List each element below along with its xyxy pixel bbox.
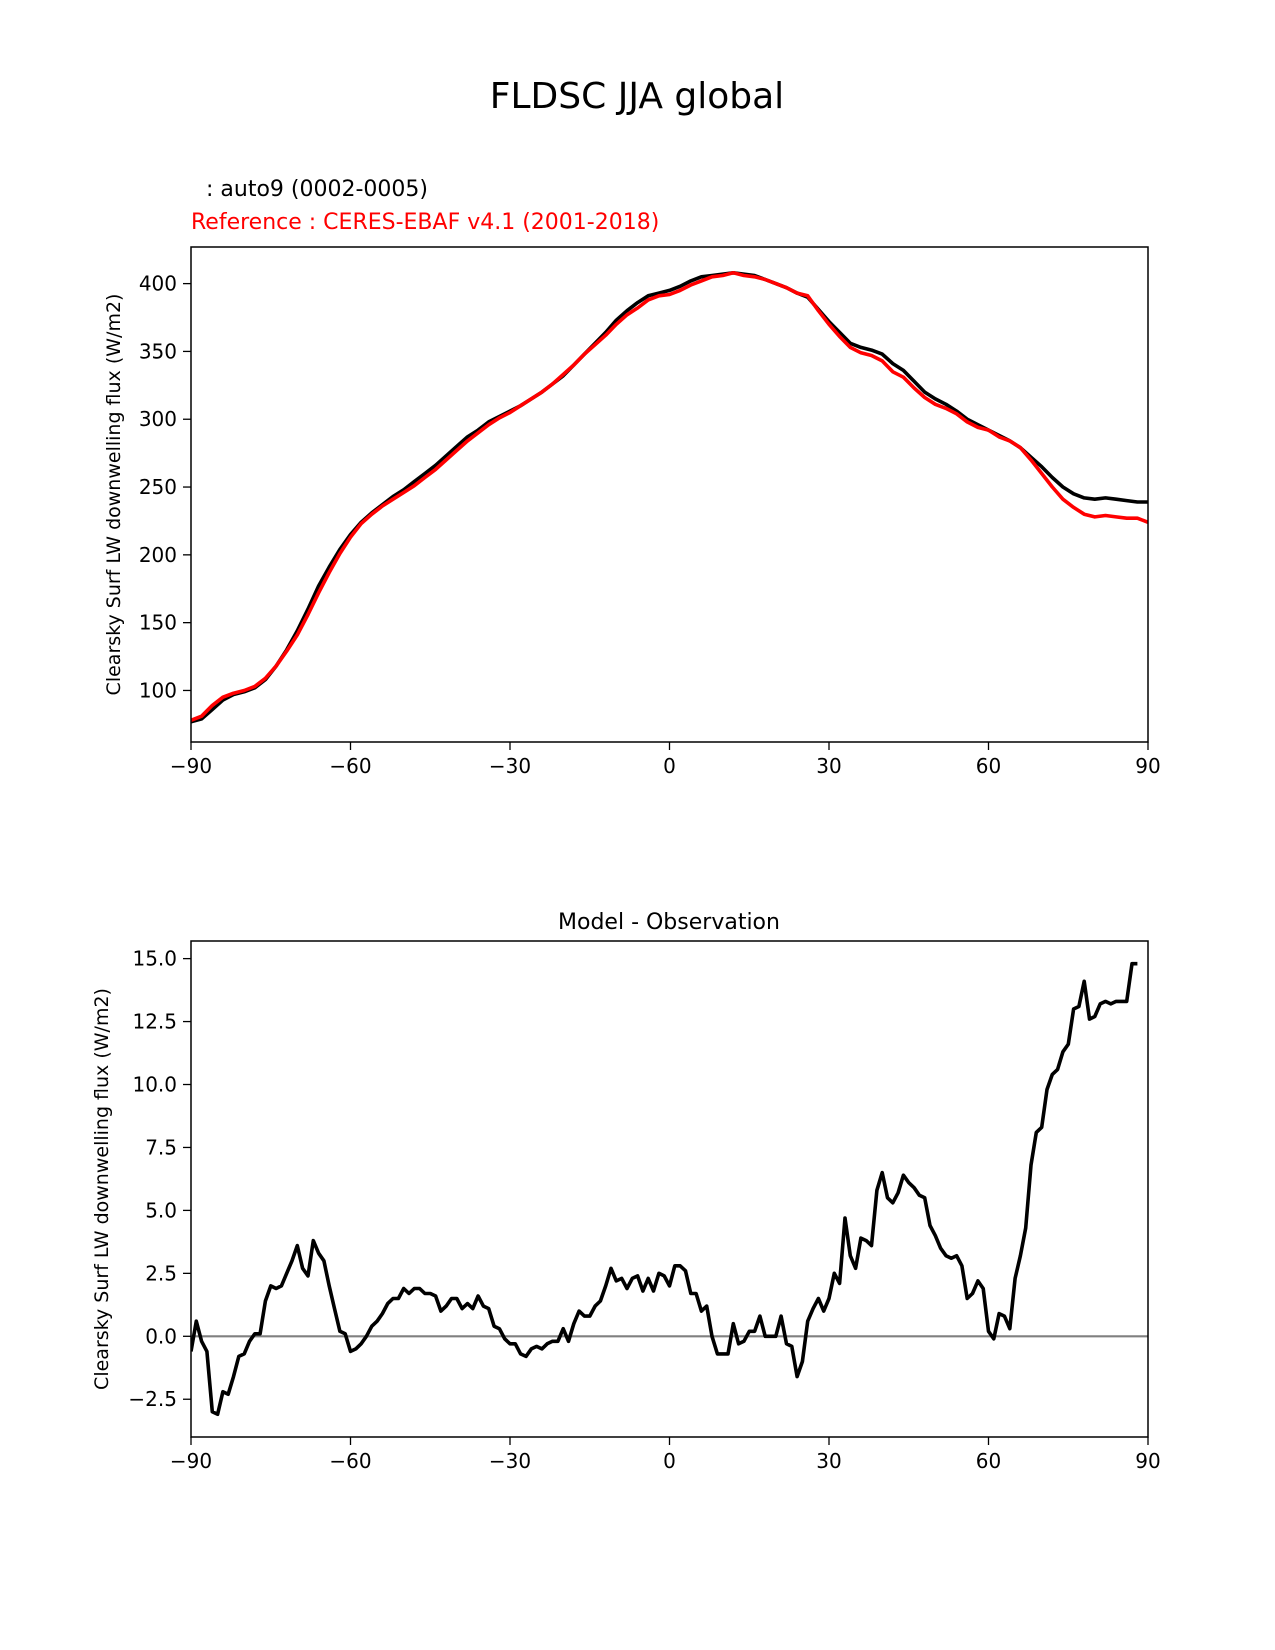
bottom-ticks: −90 −60 −30 0 30 60 90 −2.5 0.0 2.5 5.0 7.5 10.0 12.5… (128, 947, 1160, 1473)
top-ticks: −90 −60 −30 0 30 60 90 100 150 200 250 300 350 400 (139, 272, 1161, 778)
reference-legend-label: Reference : CERES-EBAF v4.1 (2001-2018) (191, 210, 659, 235)
y-tick-label: 150 (139, 611, 177, 635)
y-tick-label: 300 (139, 407, 177, 431)
x-tick-label: −30 (489, 754, 531, 778)
bottom-panel: Model - Observation Clearsky Surf LW dow… (91, 910, 1161, 1473)
y-tick-label: 12.5 (132, 1010, 177, 1034)
bottom-panel-title: Model - Observation (558, 910, 780, 935)
x-tick-label: −60 (329, 1449, 371, 1473)
x-tick-label: 0 (663, 754, 676, 778)
bottom-series (191, 961, 1148, 1417)
y-tick-label: 250 (139, 475, 177, 499)
model-series-line (191, 961, 1138, 1417)
top-axes-frame (190, 246, 1149, 743)
y-tick-label: 400 (139, 272, 177, 296)
bottom-axes-frame (190, 940, 1149, 1438)
y-tick-label: 200 (139, 543, 177, 567)
y-tick-label: 100 (139, 678, 177, 702)
y-tick-label: 2.5 (145, 1261, 177, 1285)
x-tick-label: 90 (1135, 1449, 1160, 1473)
y-tick-label: 7.5 (145, 1135, 177, 1159)
x-tick-label: 60 (976, 1449, 1001, 1473)
y-tick-label: −2.5 (128, 1387, 177, 1411)
top-series (191, 271, 1148, 724)
x-tick-label: −90 (170, 1449, 212, 1473)
x-tick-label: −30 (489, 1449, 531, 1473)
bottom-y-axis-label: Clearsky Surf LW downwelling flux (W/m2) (91, 988, 113, 1390)
x-tick-label: 0 (663, 1449, 676, 1473)
y-tick-label: 5.0 (145, 1198, 177, 1222)
y-tick-label: 0.0 (145, 1324, 177, 1348)
figure-title: FLDSC JJA global (490, 76, 784, 117)
reference-series-line (191, 271, 1148, 722)
top-y-axis-label: Clearsky Surf LW downwelling flux (W/m2) (103, 294, 125, 696)
y-tick-label: 350 (139, 339, 177, 363)
x-tick-label: 30 (816, 1449, 841, 1473)
y-tick-label: 10.0 (132, 1073, 177, 1097)
top-panel: : auto9 (0002-0005) Reference : CERES-EB… (103, 177, 1161, 778)
x-tick-label: −60 (329, 754, 371, 778)
y-tick-label: 15.0 (132, 947, 177, 971)
test-legend-label: : auto9 (0002-0005) (199, 177, 428, 202)
x-tick-label: 60 (976, 754, 1001, 778)
x-tick-label: −90 (170, 754, 212, 778)
x-tick-label: 30 (816, 754, 841, 778)
x-tick-label: 90 (1135, 754, 1160, 778)
